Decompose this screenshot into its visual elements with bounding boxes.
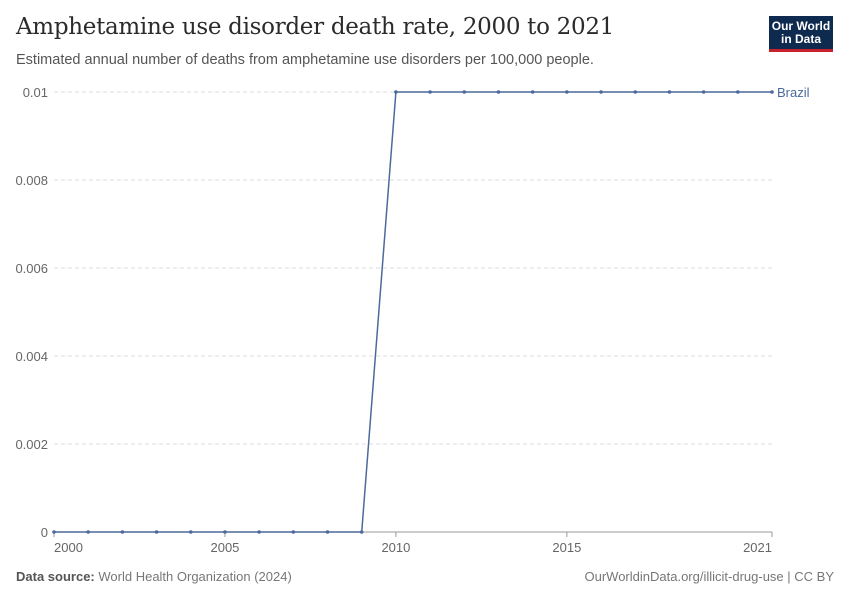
data-point — [52, 530, 56, 534]
data-point — [736, 90, 740, 94]
chart-subtitle: Estimated annual number of deaths from a… — [16, 52, 594, 68]
data-point — [530, 90, 535, 94]
data-point — [462, 90, 467, 94]
data-point — [257, 530, 261, 534]
data-point — [359, 530, 364, 534]
source-label: Data source: — [16, 569, 95, 584]
y-tick-label: 0.002 — [15, 437, 48, 452]
x-tick-label: 2015 — [552, 540, 581, 555]
data-point — [154, 530, 159, 534]
data-point — [86, 530, 90, 534]
owid-logo[interactable]: Our World in Data — [769, 16, 833, 52]
source-text[interactable]: World Health Organization (2024) — [98, 569, 292, 584]
y-tick-label: 0.01 — [23, 85, 48, 100]
x-tick-label: 2005 — [210, 540, 239, 555]
chart-title: Amphetamine use disorder death rate, 200… — [16, 14, 615, 40]
y-tick-label: 0.004 — [15, 349, 48, 364]
x-tick-label: 2000 — [54, 540, 83, 555]
data-point — [120, 530, 125, 534]
series-line-brazil — [54, 91, 772, 533]
data-point — [291, 530, 296, 534]
data-point — [599, 90, 603, 94]
data-point — [633, 90, 638, 94]
data-point — [667, 90, 672, 94]
data-point — [428, 90, 432, 94]
logo-text-line1: Our World — [771, 19, 831, 33]
logo-text-line2: in Data — [780, 32, 821, 46]
series-label: Brazil — [777, 85, 810, 100]
data-point — [223, 530, 227, 534]
data-point — [496, 90, 501, 94]
data-point — [770, 90, 774, 94]
x-tick-label: 2021 — [743, 540, 772, 555]
x-tick-label: 2010 — [381, 540, 410, 555]
data-point — [188, 530, 193, 534]
source-url[interactable]: OurWorldinData.org/illicit-drug-use | CC… — [584, 569, 835, 584]
data-point — [565, 90, 569, 94]
data-source: Data source: World Health Organization (… — [16, 569, 292, 584]
y-tick-label: 0.008 — [15, 173, 48, 188]
data-point — [701, 90, 706, 94]
data-point — [394, 90, 398, 94]
y-tick-label: 0 — [41, 525, 48, 540]
y-tick-label: 0.006 — [15, 261, 48, 276]
data-point — [325, 530, 330, 534]
